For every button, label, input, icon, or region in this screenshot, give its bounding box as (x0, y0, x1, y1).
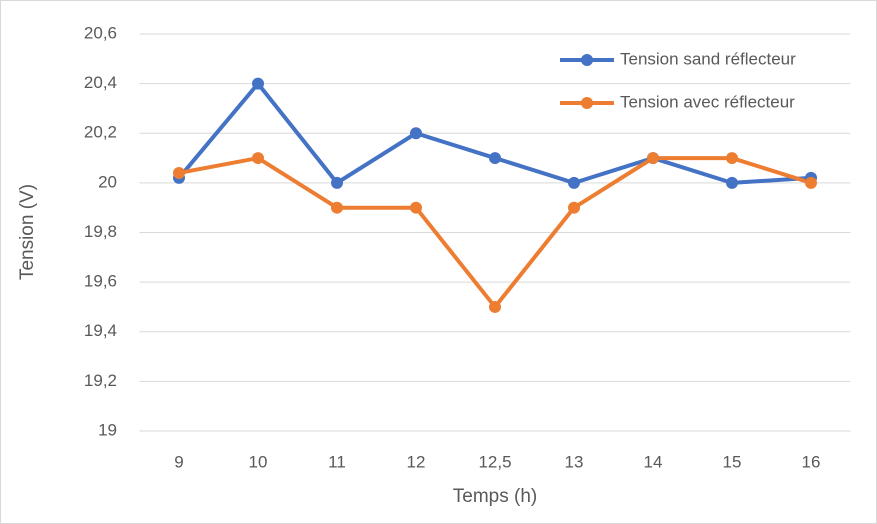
x-tick-label: 12,5 (478, 452, 511, 471)
point-marker (331, 176, 343, 189)
y-axis-label: Tension (V) (17, 184, 38, 280)
y-tick-label: 19,8 (84, 222, 117, 241)
x-tick-label: 10 (249, 452, 268, 471)
x-tick-label: 12 (407, 452, 426, 471)
x-tick-label: 14 (644, 452, 663, 471)
point-marker (252, 77, 264, 90)
y-tick-label: 20,2 (84, 123, 117, 142)
point-marker (331, 201, 343, 214)
y-tick-label: 19 (98, 420, 117, 439)
x-tick-label: 16 (802, 452, 821, 471)
x-tick-label: 11 (328, 452, 346, 471)
legend-label: Tension avec réflecteur (620, 92, 795, 111)
point-marker (726, 176, 738, 189)
legend-label: Tension sand réflecteur (620, 49, 796, 68)
legend-marker (581, 54, 593, 66)
x-tick-label: 15 (723, 452, 742, 471)
y-tick-label: 20,4 (84, 73, 117, 92)
point-marker (410, 201, 422, 214)
x-axis-label: Temps (h) (453, 486, 537, 507)
x-tick-label: 9 (174, 452, 183, 471)
point-marker (805, 176, 817, 189)
point-marker (489, 152, 501, 165)
y-tick-label: 19,2 (84, 371, 117, 390)
point-marker (568, 201, 580, 214)
point-marker (489, 300, 501, 313)
point-marker (726, 152, 738, 165)
point-marker (252, 152, 264, 165)
point-marker (647, 152, 659, 165)
point-marker (410, 127, 422, 140)
legend-marker (581, 97, 593, 109)
point-marker (173, 166, 185, 179)
point-marker (568, 176, 580, 189)
y-tick-label: 19,4 (84, 321, 117, 340)
y-tick-label: 20,6 (84, 23, 117, 42)
y-tick-label: 20 (98, 172, 117, 191)
y-tick-label: 19,6 (84, 272, 117, 291)
x-tick-label: 13 (565, 452, 584, 471)
